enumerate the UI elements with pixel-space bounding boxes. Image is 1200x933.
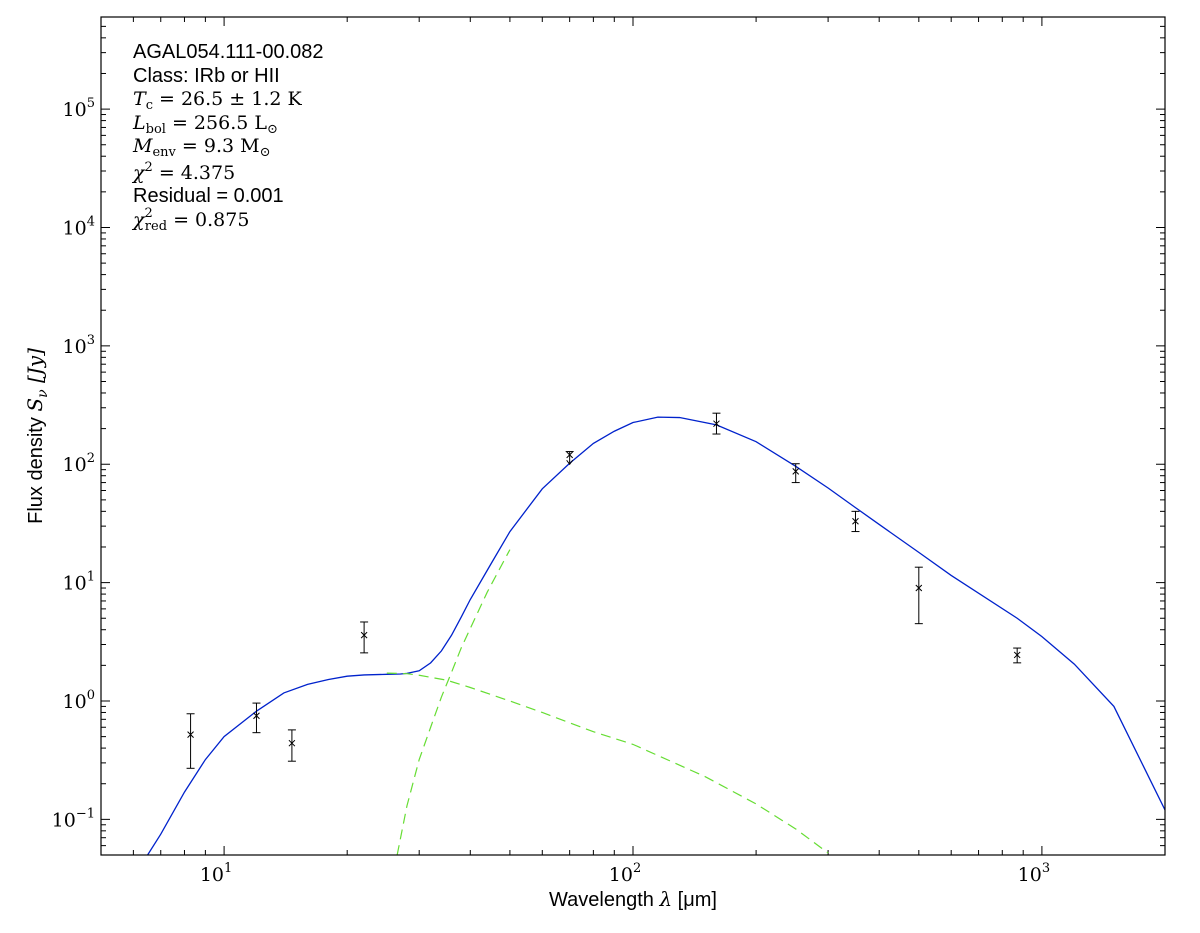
y-tick-label: 101	[63, 570, 95, 595]
x-tick-label: 102	[609, 861, 641, 886]
tick-labels: 101 102 103 10−1 100 101 102 103 104 105	[52, 96, 1051, 886]
data-point	[360, 621, 369, 654]
x-tick-label: 101	[200, 861, 232, 886]
reduced-chi-squared-label: χ2 red = 0.875	[131, 206, 249, 234]
y-tick-label: 103	[63, 333, 95, 358]
x-axis-label: Wavelength λ [μm]	[549, 887, 717, 911]
temperature-label: Tc = 26.5 ± 1.2 K	[133, 88, 303, 113]
envelope-mass-label: Menv = 9.3 M⊙	[132, 135, 271, 160]
data-point	[252, 702, 261, 734]
x-tick-label: 103	[1018, 861, 1050, 886]
cold-component-line	[396, 549, 511, 855]
plot-frame	[100, 16, 1166, 856]
chi-squared-label: χ2 = 4.375	[131, 160, 235, 184]
point-marker	[288, 739, 296, 747]
data-points	[186, 412, 1022, 769]
data-point	[1013, 647, 1022, 664]
data-point	[287, 729, 296, 762]
data-point	[186, 713, 195, 769]
point-marker	[360, 631, 368, 639]
point-marker	[253, 712, 260, 720]
fit-curves	[147, 416, 1165, 855]
upper-limit-arrow	[566, 459, 574, 466]
class-label: Class: IRb or HII	[133, 65, 280, 87]
plot-area	[101, 17, 1165, 855]
point-marker	[792, 468, 800, 475]
point-marker	[187, 731, 194, 738]
luminosity-label: Lbol = 256.5 L⊙	[132, 112, 278, 137]
point-marker	[852, 517, 859, 525]
y-axis-label: Flux density Sν [Jy]	[23, 348, 51, 524]
point-marker	[915, 584, 923, 592]
axis-ticks	[100, 16, 1166, 856]
y-tick-label: 100	[63, 688, 95, 713]
y-tick-label: 105	[63, 96, 95, 121]
source-name: AGAL054.111-00.082	[133, 41, 324, 63]
residual-label: Residual = 0.001	[133, 185, 284, 207]
y-tick-label: 104	[63, 214, 95, 239]
y-tick-label: 102	[63, 451, 95, 476]
data-point	[851, 510, 860, 533]
annotation-block: AGAL054.111-00.082 Class: IRb or HII Tc …	[131, 41, 324, 234]
point-marker	[1013, 651, 1021, 659]
data-point	[914, 566, 923, 625]
total-fit-line	[147, 416, 1165, 855]
data-point	[565, 451, 574, 466]
data-point	[791, 463, 800, 484]
hot-component-line	[386, 672, 829, 854]
point-marker	[713, 420, 720, 428]
y-tick-label: 10−1	[52, 806, 95, 831]
point-marker	[566, 451, 574, 459]
data-point	[712, 412, 721, 435]
